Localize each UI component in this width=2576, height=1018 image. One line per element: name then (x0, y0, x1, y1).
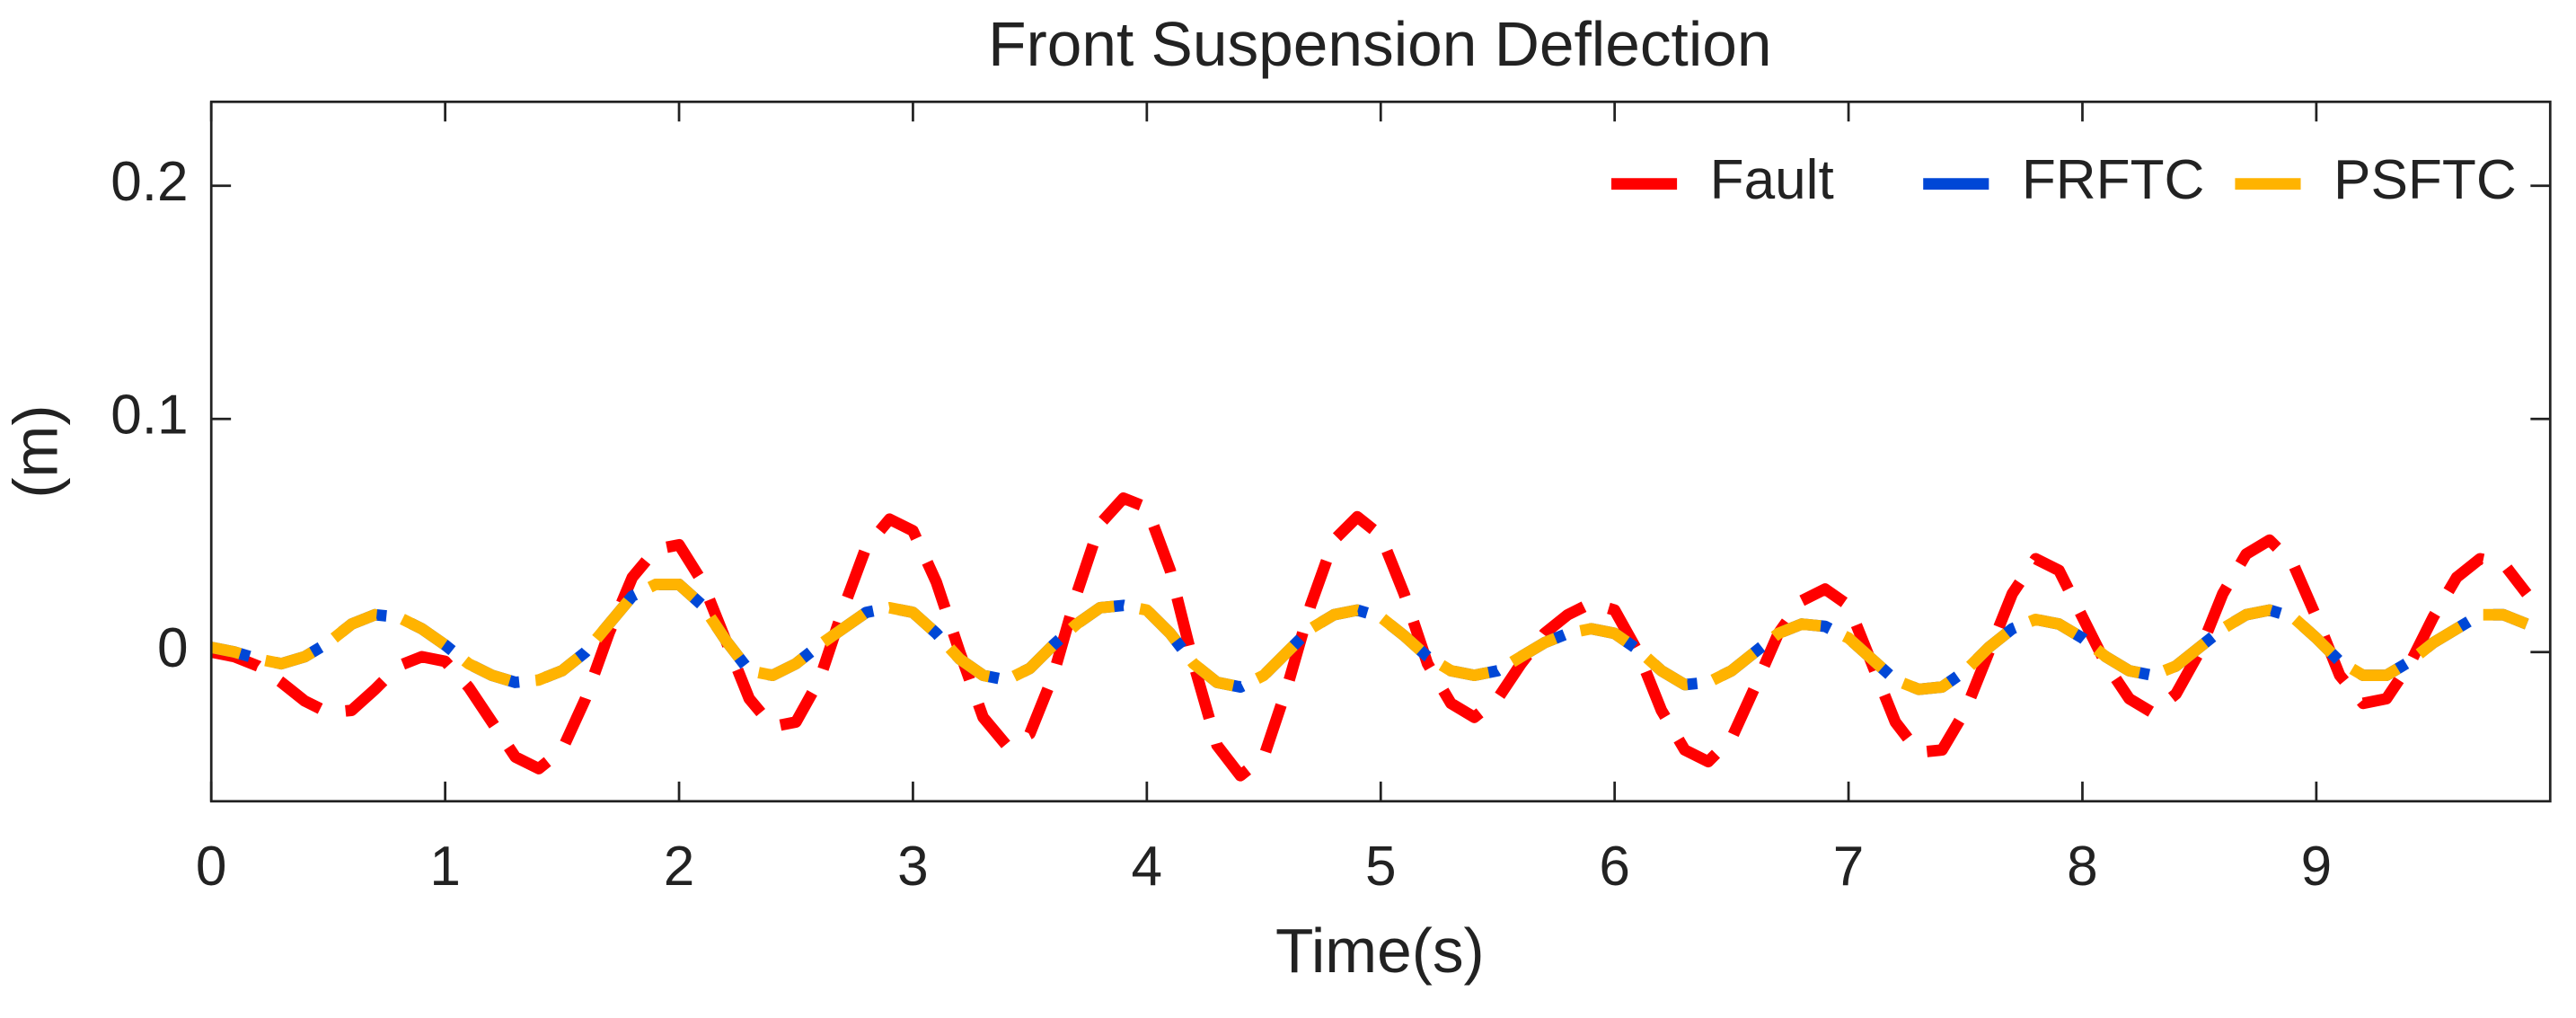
x-tick-label: 3 (897, 836, 929, 898)
x-tick-label: 0 (196, 836, 227, 898)
x-tick-label: 1 (429, 836, 461, 898)
y-tick-label: 0.2 (110, 151, 188, 213)
x-axis-label: Time(s) (1275, 916, 1485, 986)
axes-frame (209, 100, 2552, 803)
series-line (209, 492, 2532, 782)
x-tick-label: 2 (664, 836, 695, 898)
x-tick-label: 8 (2067, 836, 2098, 898)
plot-area (211, 102, 2551, 801)
x-tick-label: 6 (1599, 836, 1630, 898)
legend-label: Fault (1710, 149, 1834, 211)
y-tick-label: 0.1 (110, 385, 188, 447)
x-tick-label: 9 (2301, 836, 2333, 898)
y-tick-label: 0 (157, 617, 189, 679)
series-line (209, 579, 2529, 695)
legend-label: FRFTC (2022, 149, 2205, 211)
series-line (209, 579, 2529, 695)
x-tick-label: 7 (1833, 836, 1865, 898)
x-tick-label: 4 (1132, 836, 1163, 898)
chart-title: Front Suspension Deflection (988, 9, 1771, 79)
legend-label: PSFTC (2333, 149, 2517, 211)
x-tick-label: 5 (1365, 836, 1397, 898)
y-axis-label: (m) (1, 404, 71, 498)
